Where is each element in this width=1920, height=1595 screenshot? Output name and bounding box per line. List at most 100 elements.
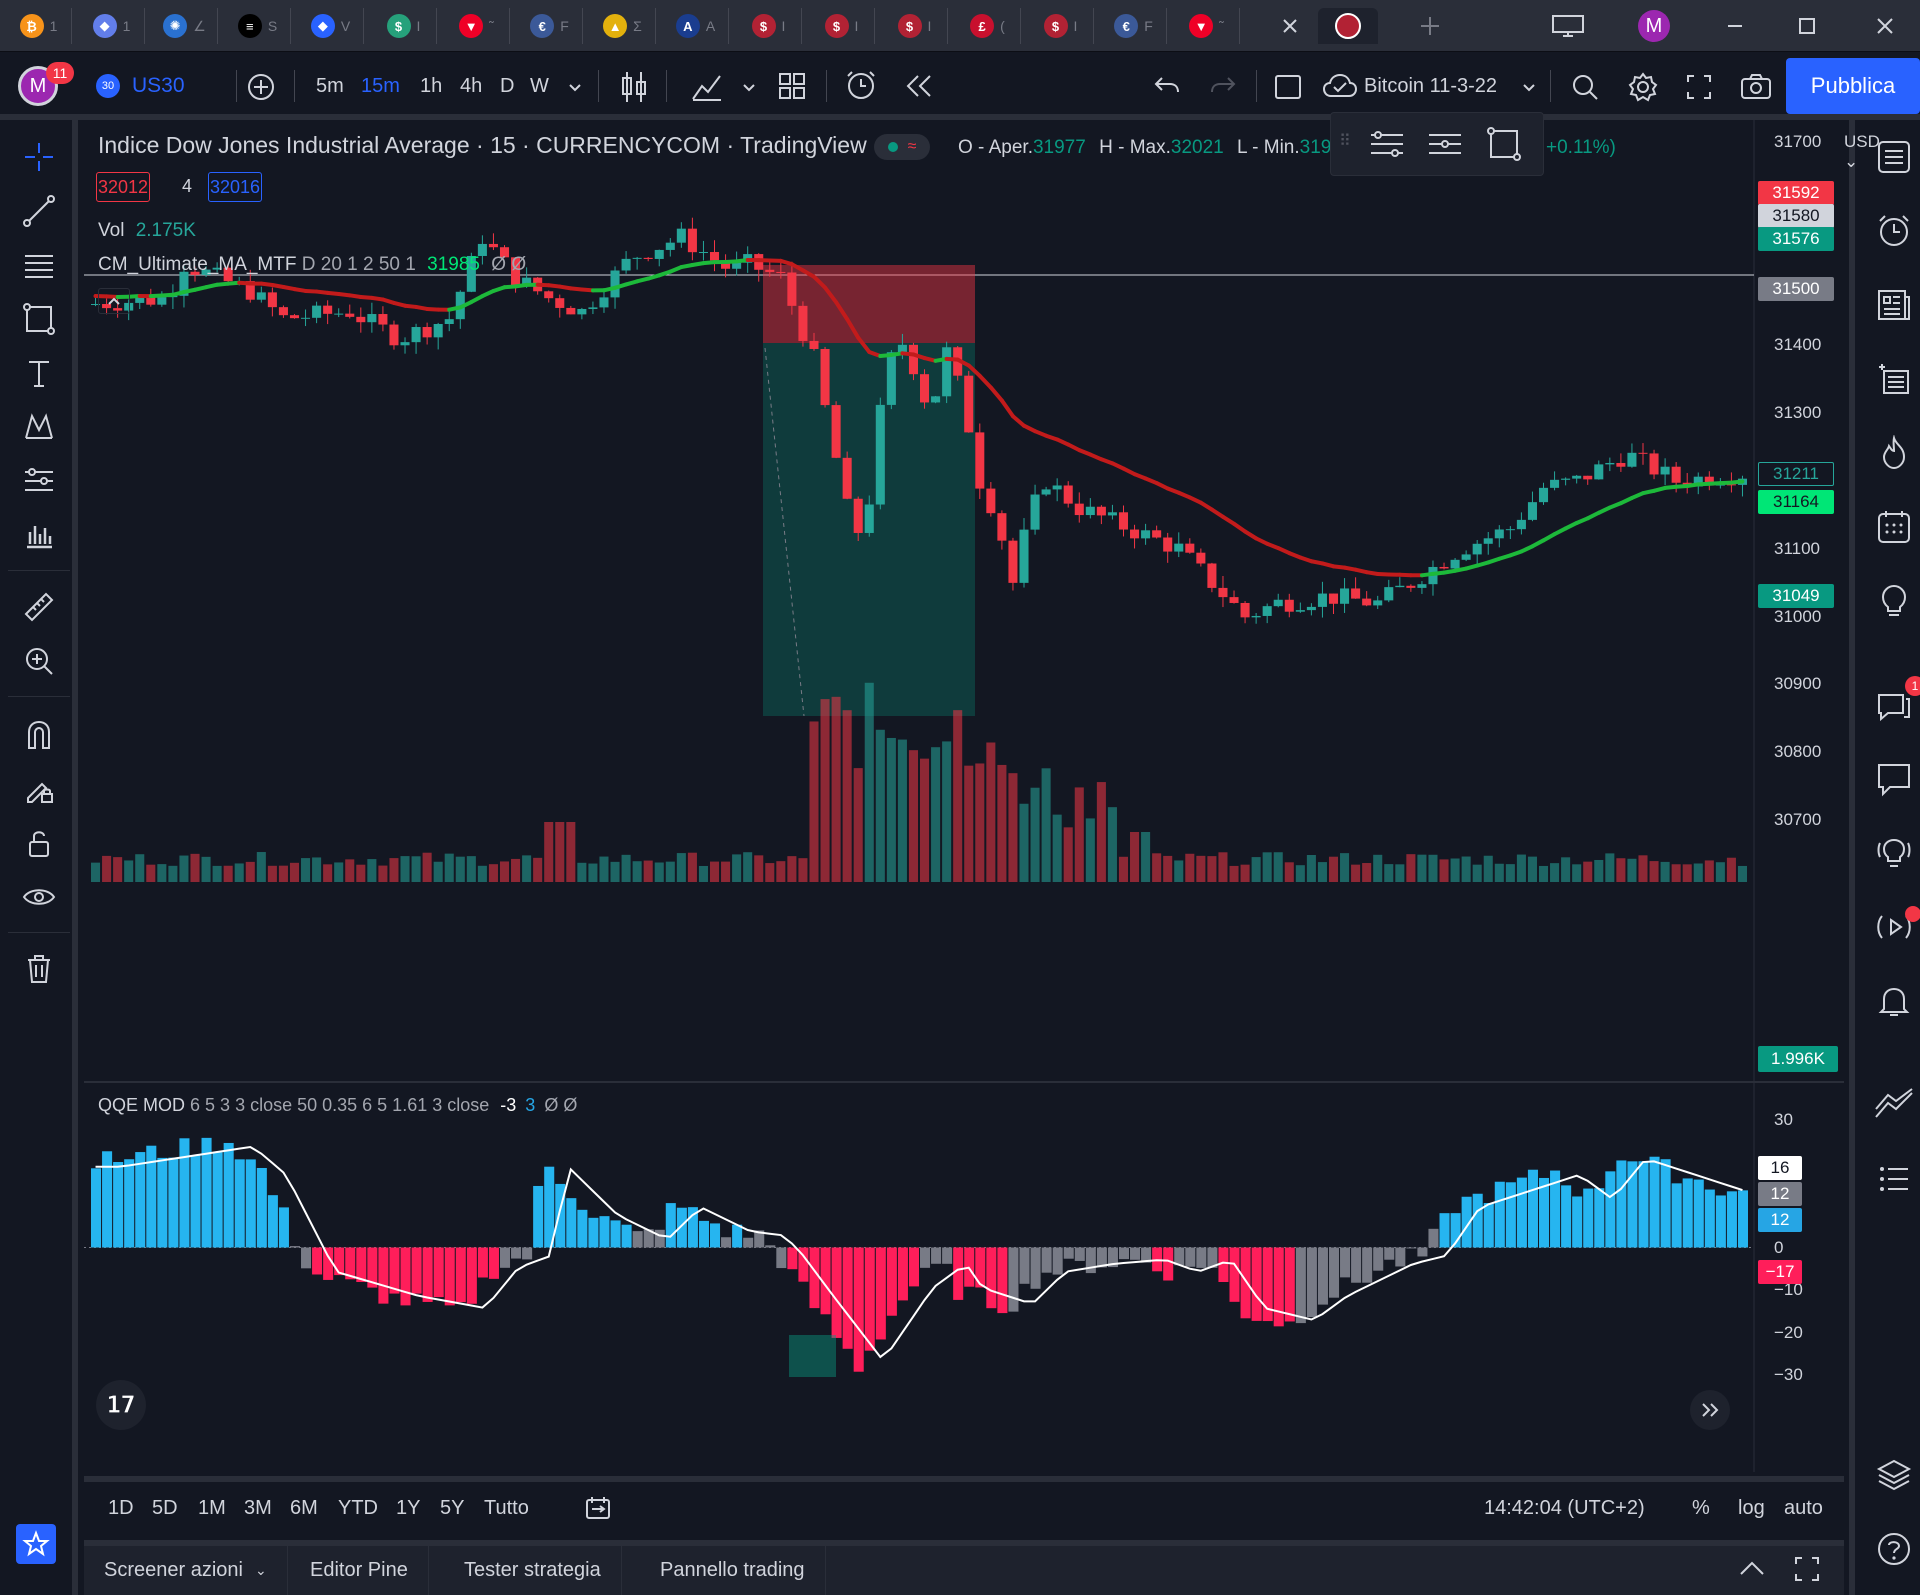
symbol-search[interactable]: US30 xyxy=(132,74,185,97)
select-rect-icon[interactable] xyxy=(1274,74,1302,105)
tradingview-logo-icon[interactable]: 𝟣𝟩 xyxy=(96,1380,146,1430)
layout-name[interactable]: Bitcoin 11-3-22 xyxy=(1364,74,1498,97)
interval-W[interactable]: W xyxy=(530,74,549,97)
favorites-star-icon[interactable] xyxy=(16,1524,56,1564)
data-window-icon[interactable] xyxy=(1861,354,1920,404)
line-settings-icon[interactable] xyxy=(1427,129,1463,164)
clock-display[interactable]: 14:42:04 (UTC+2) xyxy=(1484,1496,1645,1519)
range-1m[interactable]: 1M xyxy=(198,1496,226,1519)
prediction-icon[interactable] xyxy=(0,458,78,504)
fullscreen-icon[interactable] xyxy=(1686,74,1712,105)
close-icon[interactable] xyxy=(1270,8,1310,44)
interval-5m[interactable]: 5m xyxy=(316,74,344,97)
order-panel-icon[interactable] xyxy=(1861,1154,1920,1204)
unlock-icon[interactable] xyxy=(0,820,78,866)
browser-tab[interactable]: $ I xyxy=(371,8,437,44)
range-1y[interactable]: 1Y xyxy=(396,1496,421,1519)
auto-scale-toggle[interactable]: auto xyxy=(1784,1496,1823,1519)
collapse-panel-icon[interactable] xyxy=(1738,1558,1766,1583)
ruler-icon[interactable] xyxy=(0,584,78,630)
rect-settings-icon[interactable] xyxy=(1487,127,1521,166)
cloud-save-icon[interactable] xyxy=(1322,72,1358,105)
maximize-panel-icon[interactable] xyxy=(1794,1556,1820,1587)
screener-icon[interactable] xyxy=(1861,1080,1920,1130)
fib-retracement-icon[interactable] xyxy=(0,242,78,288)
trend-line-icon[interactable] xyxy=(0,188,78,234)
browser-tab[interactable]: £( xyxy=(955,8,1021,44)
rectangle-icon[interactable] xyxy=(0,296,78,342)
notifications-bell-icon[interactable] xyxy=(1861,976,1920,1026)
browser-tab[interactable]: ▼ ˜ xyxy=(1174,8,1240,44)
browser-tab[interactable]: ▲ Σ xyxy=(590,8,656,44)
text-tool-icon[interactable] xyxy=(0,350,78,396)
range-3m[interactable]: 3M xyxy=(244,1496,272,1519)
calendar-icon[interactable] xyxy=(1861,502,1920,552)
collapse-legend-icon[interactable] xyxy=(98,288,130,314)
monitor-icon[interactable] xyxy=(1546,8,1590,44)
streams-icon[interactable] xyxy=(1861,828,1920,878)
buy-price-button[interactable]: 32016 xyxy=(208,172,262,202)
scroll-to-realtime-icon[interactable] xyxy=(1690,1390,1730,1430)
browser-tab[interactable]: € F xyxy=(1101,8,1167,44)
maximize-icon[interactable] xyxy=(1782,8,1832,44)
browser-tab[interactable]: $ I xyxy=(1028,8,1094,44)
range-ytd[interactable]: YTD xyxy=(338,1496,378,1519)
window-close-icon[interactable] xyxy=(1860,8,1910,44)
ma-indicator-legend[interactable]: CM_Ultimate_MA_MTF D 20 1 2 50 1 31985 Ø… xyxy=(98,254,527,275)
browser-tab[interactable]: $ I xyxy=(736,8,802,44)
indicators-dropdown-icon[interactable] xyxy=(742,80,756,98)
camera-icon[interactable] xyxy=(1740,72,1772,105)
drag-handle-icon[interactable]: ⠿ xyxy=(1339,133,1351,150)
interval-dropdown-icon[interactable] xyxy=(568,80,582,98)
qqe-legend[interactable]: QQE MOD 6 5 3 3 close 50 0.35 6 5 1.61 3… xyxy=(98,1095,578,1115)
templates-icon[interactable] xyxy=(778,72,806,105)
browser-tab[interactable]: $ I xyxy=(882,8,948,44)
search-icon[interactable] xyxy=(1570,72,1600,107)
watchlist-icon[interactable] xyxy=(1861,132,1920,182)
chart-area[interactable]: Indice Dow Jones Industrial Average · 15… xyxy=(84,112,1880,1584)
tab-pine-editor[interactable]: Editor Pine xyxy=(290,1546,429,1595)
pattern-icon[interactable] xyxy=(0,404,78,450)
tab-screener[interactable]: Screener azioni ⌄ xyxy=(84,1546,288,1595)
range-tutto[interactable]: Tutto xyxy=(484,1496,529,1519)
volume-legend[interactable]: Vol 2.175K xyxy=(98,220,196,241)
range-5d[interactable]: 5D xyxy=(152,1496,178,1519)
range-5y[interactable]: 5Y xyxy=(440,1496,465,1519)
eye-icon[interactable] xyxy=(0,874,78,920)
messages-icon[interactable] xyxy=(1861,754,1920,804)
hotlist-fire-icon[interactable] xyxy=(1861,428,1920,478)
chart-title[interactable]: Indice Dow Jones Industrial Average · 15… xyxy=(98,132,867,158)
tab-active-usd[interactable] xyxy=(1318,8,1378,44)
help-icon[interactable] xyxy=(1861,1524,1920,1574)
log-scale-toggle[interactable]: log xyxy=(1738,1496,1765,1519)
alarm-clock-icon[interactable] xyxy=(1861,206,1920,256)
browser-tab[interactable]: ≡ S xyxy=(225,8,291,44)
sell-price-button[interactable]: 32012 xyxy=(96,172,150,202)
range-1d[interactable]: 1D xyxy=(108,1496,134,1519)
date-range-icon[interactable] xyxy=(584,1482,612,1534)
lock-drawing-icon[interactable] xyxy=(0,766,78,812)
replay-icon[interactable] xyxy=(904,72,934,105)
browser-tab[interactable]: ₿ 1 xyxy=(6,8,72,44)
crosshair-icon[interactable] xyxy=(0,134,78,180)
tab-trading-panel[interactable]: Pannello trading xyxy=(640,1546,826,1595)
browser-tab[interactable]: ◆ 1 xyxy=(79,8,145,44)
browser-tab[interactable]: ▼ ˜ xyxy=(444,8,510,44)
browser-tab[interactable]: ◆ V xyxy=(298,8,364,44)
browser-tab[interactable]: € F xyxy=(517,8,583,44)
ideas-lightbulb-icon[interactable] xyxy=(1861,576,1920,626)
interval-D[interactable]: D xyxy=(500,74,515,97)
layers-icon[interactable] xyxy=(1861,1450,1920,1500)
settings-gear-icon[interactable] xyxy=(1628,72,1658,107)
undo-icon[interactable] xyxy=(1152,72,1182,105)
interval-15m[interactable]: 15m xyxy=(361,74,400,97)
candles-icon[interactable] xyxy=(618,70,650,109)
chats-icon[interactable] xyxy=(1861,680,1920,730)
magnet-icon[interactable] xyxy=(0,712,78,758)
layout-dropdown-icon[interactable] xyxy=(1522,80,1536,98)
browser-tab[interactable]: ✺ ∠ xyxy=(152,8,218,44)
price-chart-canvas[interactable] xyxy=(84,120,1844,1472)
minimize-icon[interactable] xyxy=(1710,8,1760,44)
market-status[interactable]: ≈ xyxy=(874,134,930,160)
